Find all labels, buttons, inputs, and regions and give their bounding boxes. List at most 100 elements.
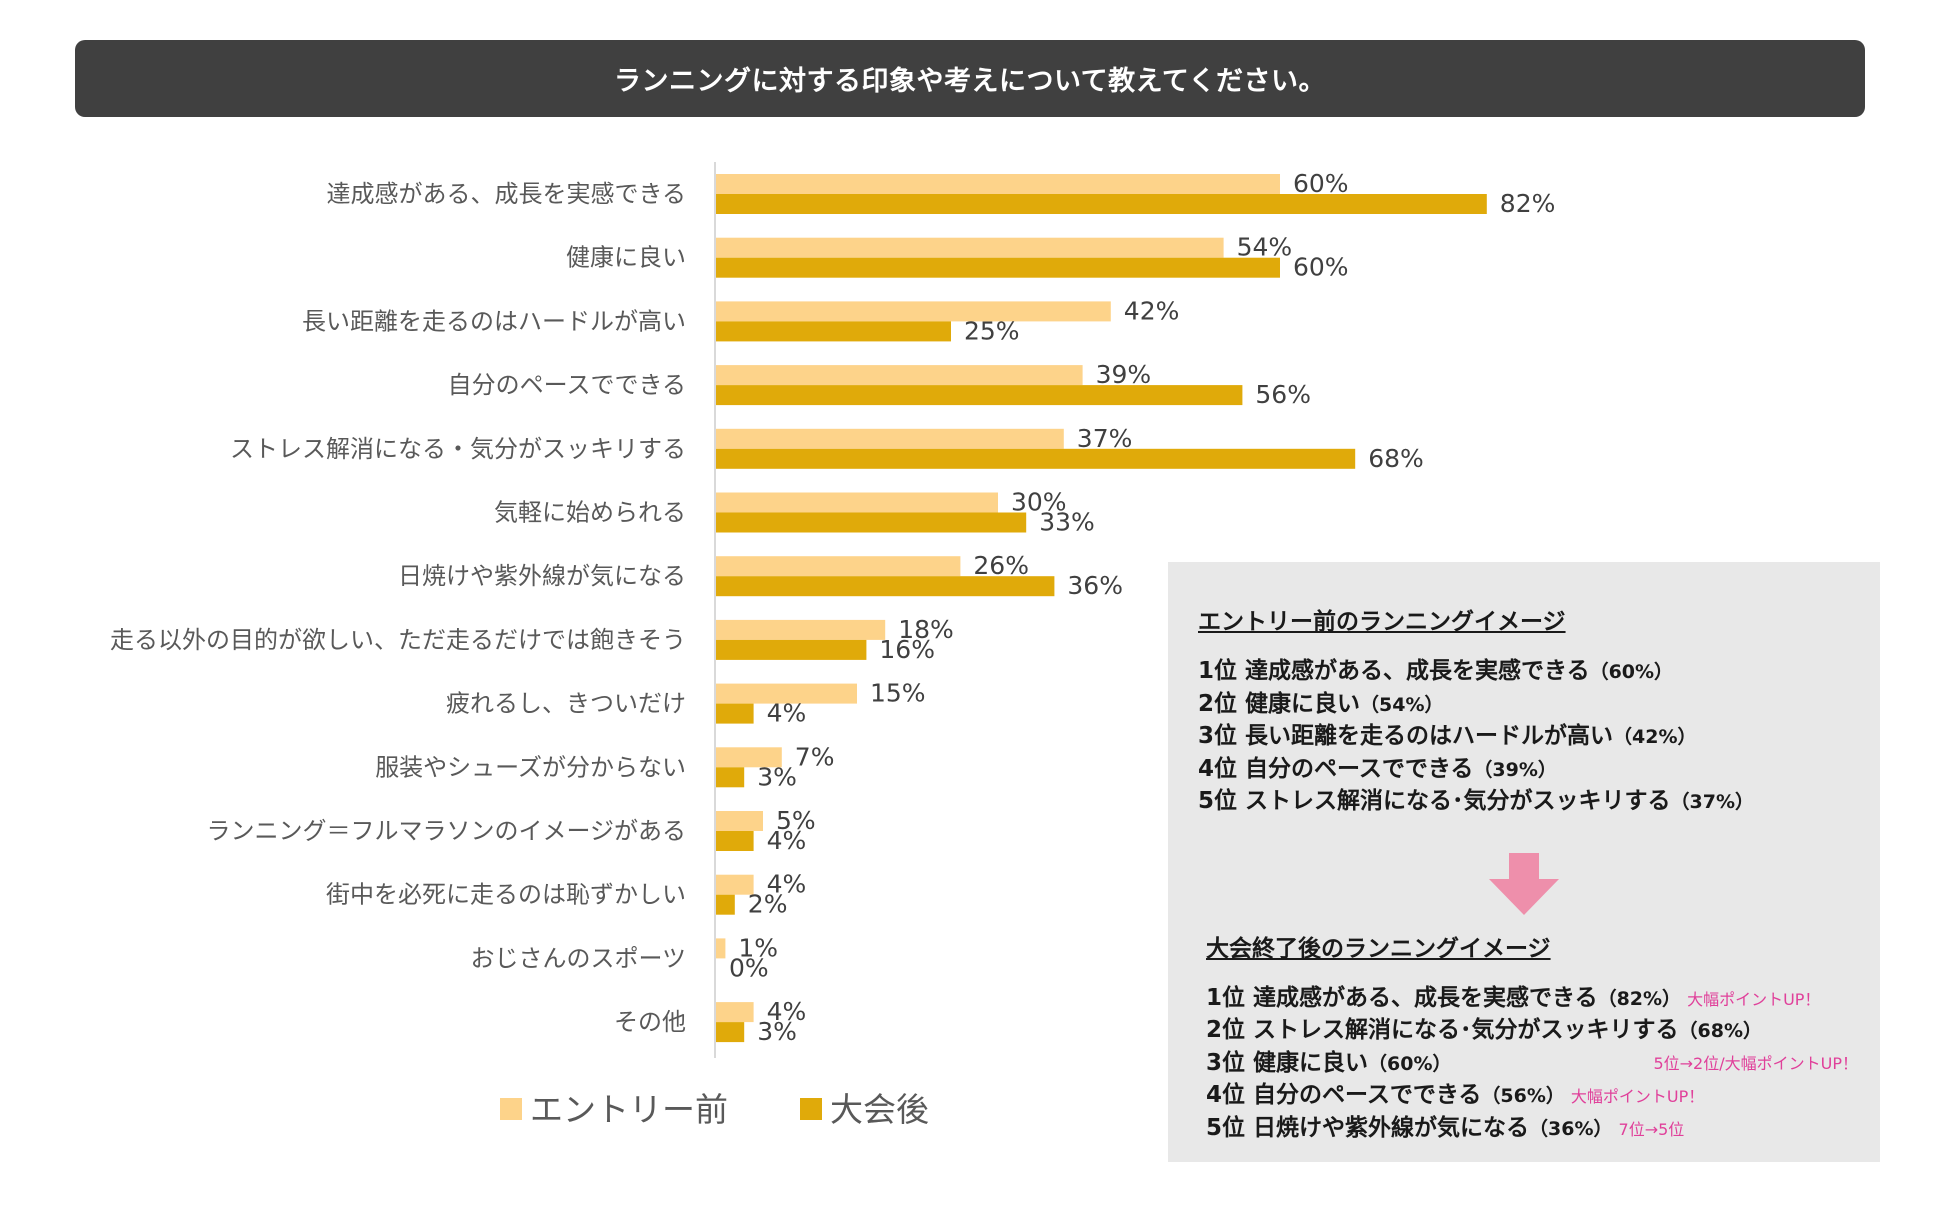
rank-label: 日焼けや紫外線が気になる — [1253, 1114, 1530, 1141]
bar-after — [716, 639, 867, 660]
after-rank-list: 1位 達成感がある、成長を実感できる（82%） 大幅ポイントUP！ 2位 ストレス… — [1206, 983, 1880, 1146]
data-label: 60% — [1293, 169, 1349, 198]
rank-pct: （82%） — [1597, 987, 1682, 1010]
rank-pct: （60%） — [1368, 1052, 1452, 1075]
rank-pct: （68%） — [1678, 1020, 1763, 1042]
bar-after — [716, 703, 754, 724]
data-label: 18% — [898, 615, 954, 644]
summary-panel: エントリー前のランニングイメージ 1位 達成感がある、成長を実感できる（60%）… — [1168, 562, 1880, 1162]
data-label: 4% — [767, 997, 807, 1026]
rank-label: ストレス解消になる･気分がスッキリする — [1253, 1017, 1679, 1043]
bar-before — [716, 1002, 754, 1023]
bar-after — [716, 767, 745, 788]
rank-note: 5位→2位/大幅ポイントUP！ — [1653, 1053, 1858, 1073]
data-label: 16% — [879, 635, 935, 664]
rank-label: 健康に良い — [1253, 1049, 1369, 1076]
bar-before — [716, 874, 754, 895]
rank-number: 5位 — [1198, 788, 1238, 814]
category-label: 走る以外の目的が欲しい、ただ走るだけでは飽きそう — [110, 626, 686, 654]
rank-number: 2位 — [1198, 690, 1238, 717]
page-title: ランニングに対する印象や考えについて教えてください。 — [613, 66, 1327, 97]
category-label: 達成感がある、成長を実感できる — [326, 180, 686, 208]
rank-label: 達成感がある、成長を実感できる — [1253, 984, 1598, 1011]
category-label: その他 — [614, 1008, 686, 1036]
rank-number: 2位 — [1206, 1017, 1246, 1043]
bar-after — [716, 831, 754, 851]
category-label: ランニング＝フルマラソンのイメージがある — [206, 817, 686, 845]
data-label: 37% — [1077, 424, 1133, 453]
data-label: 3% — [757, 762, 797, 791]
bar-before — [716, 683, 857, 704]
data-label: 4% — [767, 870, 807, 899]
data-label: 25% — [964, 316, 1020, 345]
before-rank-row: 3位 長い距離を走るのはハードルが高い（42%） — [1198, 721, 1880, 754]
before-heading: エントリー前のランニングイメージ — [1198, 609, 1566, 635]
data-label: 7% — [795, 742, 835, 771]
category-label: ストレス解消になる・気分がスッキリする — [230, 435, 686, 463]
bar-before — [716, 492, 998, 513]
before-rank-row: 5位 ストレス解消になる･気分がスッキリする（37%） — [1198, 786, 1880, 819]
after-rank-row: 1位 達成感がある、成長を実感できる（82%） 大幅ポイントUP！ — [1206, 983, 1880, 1016]
rank-note: 大幅ポイントUP！ — [1687, 989, 1821, 1009]
data-label: 3% — [757, 1017, 797, 1046]
legend-label-after: 大会後 — [830, 1090, 929, 1129]
rank-number: 3位 — [1206, 1049, 1246, 1076]
rank-number: 4位 — [1206, 1082, 1246, 1108]
rank-label: 達成感がある、成長を実感できる — [1245, 658, 1590, 684]
bar-before — [716, 428, 1064, 449]
rank-number: 1位 — [1206, 984, 1246, 1011]
data-label: 33% — [1039, 508, 1095, 537]
rank-number: 3位 — [1198, 723, 1238, 749]
bar-before — [716, 365, 1083, 386]
data-label: 54% — [1237, 233, 1293, 262]
data-label: 82% — [1500, 189, 1556, 218]
rank-pct: （60%） — [1589, 661, 1674, 683]
legend-swatch-before — [500, 1098, 522, 1120]
data-label: 5% — [776, 806, 816, 835]
rank-number: 5位 — [1206, 1114, 1246, 1141]
bar-after — [716, 194, 1487, 214]
bar-after — [716, 385, 1243, 406]
bar-after — [716, 1022, 745, 1043]
category-label: 日焼けや紫外線が気になる — [398, 562, 686, 590]
data-label: 15% — [870, 679, 926, 708]
arrow-down-icon — [1198, 839, 1880, 929]
data-label: 26% — [973, 551, 1029, 580]
data-label: 30% — [1011, 488, 1067, 517]
title-bar: ランニングに対する印象や考えについて教えてください。 — [75, 40, 1865, 117]
rank-note: 大幅ポイントUP！ — [1570, 1087, 1705, 1106]
rank-pct: （37%） — [1670, 791, 1755, 813]
bar-before — [716, 556, 961, 577]
category-label: 疲れるし、きついだけ — [446, 690, 686, 718]
bar-after — [716, 321, 951, 342]
bar-before — [716, 174, 1280, 194]
rank-pct: （42%） — [1613, 726, 1697, 748]
data-label: 2% — [748, 890, 788, 919]
after-rank-row: 3位 健康に良い（60%） 5位→2位/大幅ポイントUP！ — [1206, 1048, 1880, 1081]
after-rank-row: 2位 ストレス解消になる･気分がスッキリする（68%） — [1206, 1015, 1880, 1048]
before-rank-row: 4位 自分のペースでできる（39%） — [1198, 754, 1880, 787]
rank-label: 自分のペースでできる — [1245, 755, 1474, 782]
arrow-down-shape — [1489, 852, 1559, 915]
data-label: 56% — [1255, 380, 1311, 409]
data-label: 68% — [1368, 444, 1424, 473]
category-label: 気軽に始められる — [494, 499, 686, 527]
category-label: 服装やシューズが分からない — [375, 753, 686, 781]
after-block: 大会終了後のランニングイメージ 1位 達成感がある、成長を実感できる（82%）大… — [1206, 929, 1880, 1146]
data-label: 4% — [767, 699, 807, 728]
bar-before — [716, 619, 886, 640]
rank-note: 7位→5位 — [1618, 1119, 1685, 1139]
rank-pct: （56%） — [1481, 1085, 1565, 1107]
rank-label: 自分のペースでできる — [1253, 1082, 1482, 1108]
data-label: 36% — [1067, 571, 1123, 600]
bar-before — [716, 938, 726, 959]
rank-number: 1位 — [1198, 658, 1238, 684]
legend-swatch-after — [800, 1098, 822, 1120]
category-label: 健康に良い — [566, 244, 686, 272]
legend-label-before: エントリー前 — [530, 1090, 728, 1129]
after-heading: 大会終了後のランニングイメージ — [1206, 935, 1551, 962]
bar-before — [716, 301, 1111, 322]
bar-after — [716, 448, 1356, 469]
category-label: 街中を必死に走るのは恥ずかしい — [326, 881, 686, 909]
